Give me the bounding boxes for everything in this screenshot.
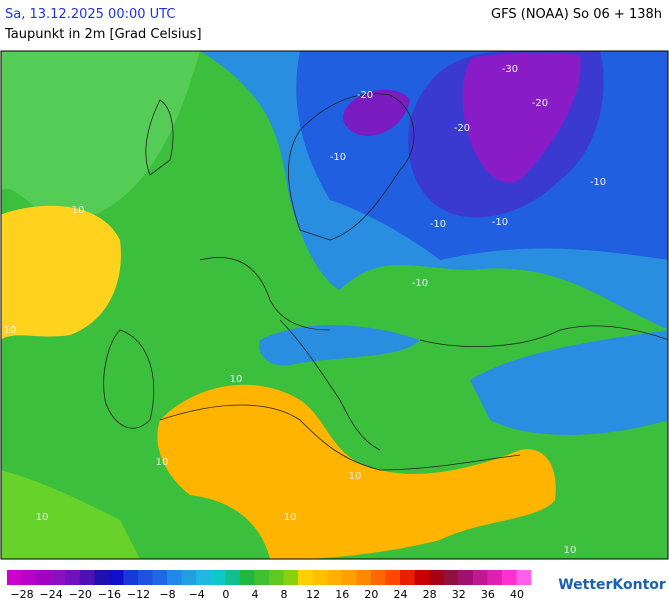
legend-tick-label: −8 bbox=[159, 588, 175, 600]
contour-label: 10 bbox=[564, 545, 577, 556]
legend-swatch bbox=[225, 570, 241, 585]
contour-label: -20 bbox=[357, 90, 373, 101]
legend-swatch bbox=[429, 570, 445, 585]
legend-swatch bbox=[327, 570, 343, 585]
legend-swatch bbox=[21, 570, 37, 585]
field-light-green bbox=[1, 51, 200, 222]
legend-swatch bbox=[458, 570, 474, 585]
map-frame bbox=[0, 50, 669, 560]
legend-swatch bbox=[196, 570, 212, 585]
legend-swatch bbox=[239, 570, 255, 585]
legend-tick-label: 0 bbox=[222, 588, 229, 600]
contour-label: 10 bbox=[349, 471, 362, 482]
legend-swatch bbox=[36, 570, 52, 585]
legend-tick-label: 12 bbox=[306, 588, 320, 600]
contour-label: -10 bbox=[590, 177, 606, 188]
field-orange bbox=[157, 384, 556, 559]
contour-label: 10 bbox=[284, 512, 297, 523]
field-yellow-green bbox=[1, 470, 140, 559]
legend-swatch bbox=[94, 570, 110, 585]
legend-swatch bbox=[414, 570, 430, 585]
legend-tick-label: 28 bbox=[423, 588, 437, 600]
legend-swatch bbox=[210, 570, 226, 585]
contour-label: -30 bbox=[502, 64, 518, 75]
legend-swatch bbox=[370, 570, 386, 585]
legend-swatch bbox=[269, 570, 284, 585]
legend-tick-label: −28 bbox=[10, 588, 33, 600]
contour-label: -20 bbox=[454, 123, 470, 134]
field-yellow-atlantic bbox=[1, 205, 121, 340]
legend-tick-label: −20 bbox=[69, 588, 92, 600]
color-legend: −28 −24 −20 −16 −12 −8 −4 0 4 8 12 16 20 24 28 32 36 40 bbox=[7, 570, 532, 600]
contour-label: 10 bbox=[230, 374, 243, 385]
legend-swatch bbox=[65, 570, 81, 585]
legend-tick-label: 4 bbox=[251, 588, 258, 600]
legend-swatch bbox=[167, 570, 183, 585]
legend-swatch bbox=[152, 570, 168, 585]
field-cyan-alps bbox=[259, 325, 420, 366]
legend-swatch bbox=[400, 570, 415, 585]
variable-title: Taupunkt in 2m [Grad Celsius] bbox=[4, 27, 202, 42]
contour-label: 10 bbox=[36, 512, 49, 523]
legend-swatch bbox=[283, 570, 299, 585]
legend-tick-label: 20 bbox=[364, 588, 378, 600]
legend-tick-label: 8 bbox=[281, 588, 288, 600]
legend-swatch bbox=[7, 570, 22, 585]
legend-swatch bbox=[181, 570, 197, 585]
legend-swatch bbox=[138, 570, 153, 585]
legend-swatch bbox=[312, 570, 328, 585]
contour-label: -20 bbox=[532, 98, 548, 109]
legend-tick-label: −4 bbox=[189, 588, 205, 600]
contour-label: 10 bbox=[4, 325, 17, 336]
coastlines bbox=[103, 93, 668, 471]
contour-label: -10 bbox=[430, 219, 446, 230]
contour-label: -10 bbox=[492, 217, 508, 228]
field-purple-2 bbox=[343, 89, 410, 136]
contour-label: -10 bbox=[412, 278, 428, 289]
legend-swatch bbox=[50, 570, 66, 585]
legend-swatch bbox=[341, 570, 357, 585]
contour-label: -10 bbox=[330, 152, 346, 163]
contour-label: 10 bbox=[72, 205, 85, 216]
legend-tick-label: 16 bbox=[335, 588, 349, 600]
field-cyan-2 bbox=[470, 330, 668, 435]
field-purple bbox=[462, 53, 581, 183]
logo: WetterKontor bbox=[558, 577, 666, 593]
legend-tick-label: −24 bbox=[40, 588, 63, 600]
legend-tick-label: 24 bbox=[394, 588, 408, 600]
legend-swatch bbox=[356, 570, 372, 585]
legend-tick-label: 40 bbox=[510, 588, 524, 600]
legend-swatch bbox=[487, 570, 503, 585]
legend-swatch bbox=[123, 570, 139, 585]
legend-swatch bbox=[472, 570, 488, 585]
legend-swatch bbox=[501, 570, 517, 585]
legend-swatch bbox=[385, 570, 401, 585]
legend-tick-label: −16 bbox=[98, 588, 121, 600]
date-title: Sa, 13.12.2025 00:00 UTC bbox=[5, 7, 175, 22]
legend-swatch bbox=[443, 570, 459, 585]
legend-tick-label: −12 bbox=[127, 588, 150, 600]
legend-tick-label: 32 bbox=[452, 588, 466, 600]
legend-tick-label: 36 bbox=[481, 588, 495, 600]
contour-label: 10 bbox=[156, 457, 169, 468]
legend-swatch bbox=[254, 570, 270, 585]
map: -30 -20 -20 -20 -10 -10 -10 -10 -10 10 10 10 10 10 10 1… bbox=[0, 50, 669, 560]
legend-swatch bbox=[108, 570, 124, 585]
legend-swatch bbox=[79, 570, 95, 585]
model-title: GFS (NOAA) So 06 + 138h bbox=[491, 7, 662, 22]
legend-swatch bbox=[298, 570, 314, 585]
legend-swatch bbox=[516, 570, 532, 585]
